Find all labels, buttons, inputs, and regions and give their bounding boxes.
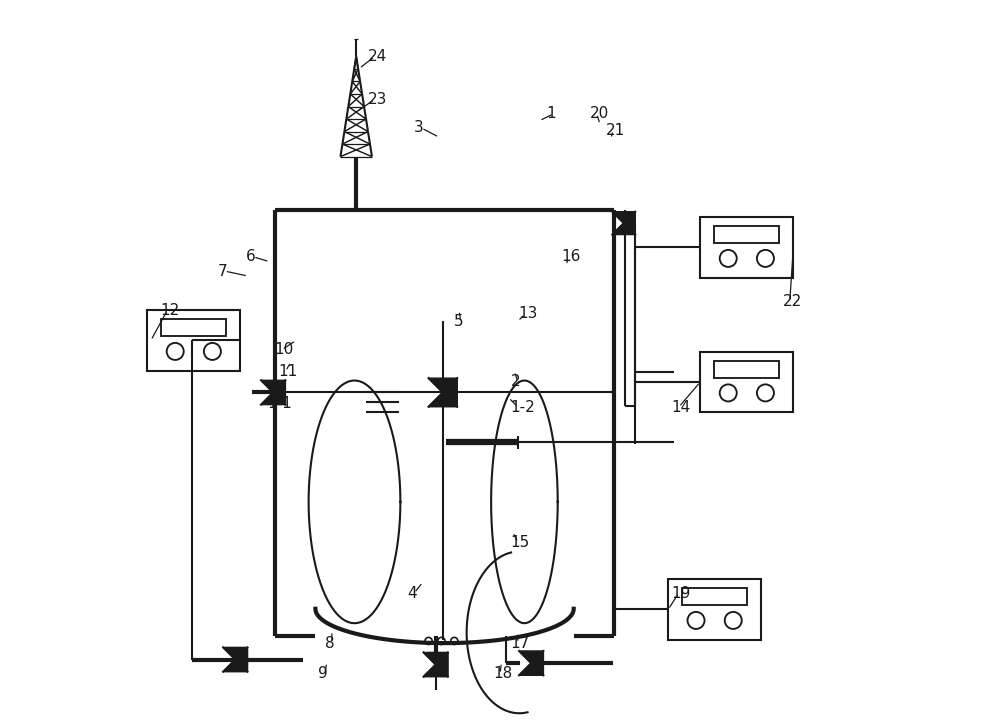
Text: 24: 24 [368,49,387,64]
Polygon shape [429,378,457,407]
Polygon shape [429,378,457,407]
Bar [147,310,240,371]
Text: 3: 3 [414,120,424,136]
Text: 8: 8 [325,636,334,650]
Polygon shape [424,653,448,677]
Bar [161,319,226,336]
Bar [700,352,793,412]
Polygon shape [223,647,247,672]
Text: 21: 21 [606,123,625,138]
Text: 6: 6 [246,249,256,265]
Polygon shape [261,380,285,404]
Bar [714,226,779,243]
Text: 9: 9 [318,666,327,681]
Bar [682,588,747,605]
Text: 16: 16 [561,249,580,265]
Polygon shape [223,647,247,672]
Text: 5: 5 [453,314,463,329]
Polygon shape [519,651,543,676]
Text: 1-1: 1-1 [267,396,292,411]
Polygon shape [612,212,635,234]
Text: 14: 14 [672,399,691,415]
Bar [700,217,793,278]
Text: 20: 20 [589,106,609,121]
Text: 12: 12 [160,303,179,318]
Text: 22: 22 [783,294,802,309]
Text: 13: 13 [518,306,537,322]
Text: 17: 17 [511,636,530,650]
Polygon shape [519,651,543,676]
Polygon shape [261,380,285,404]
Text: 11: 11 [278,363,297,379]
Text: 15: 15 [511,536,530,550]
Polygon shape [612,212,635,234]
Text: 18: 18 [493,666,512,681]
Text: 19: 19 [672,585,691,601]
Text: 10: 10 [275,342,294,358]
Text: 1-2: 1-2 [511,399,535,415]
Text: 23: 23 [368,92,387,107]
Bar [668,579,761,640]
Text: 7: 7 [217,264,227,278]
Polygon shape [424,653,448,677]
Text: 1: 1 [547,106,556,121]
Bar [714,360,779,378]
Text: 4: 4 [407,585,417,601]
Text: 2: 2 [511,374,520,389]
